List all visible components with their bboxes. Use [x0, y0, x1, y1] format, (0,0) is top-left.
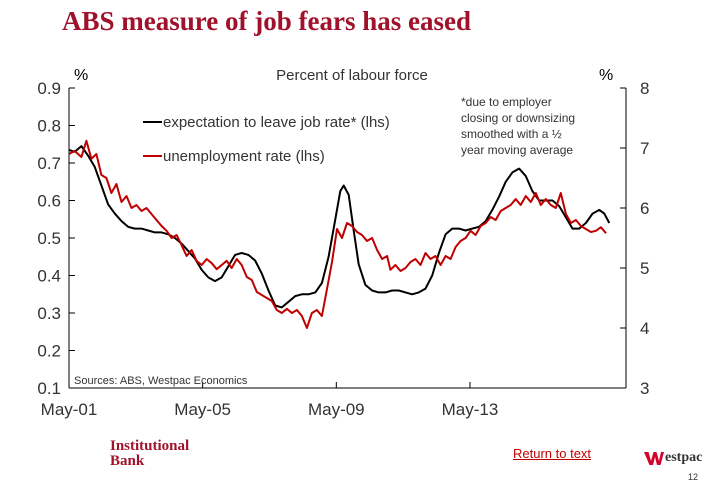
left-tick-label: 0.2 — [37, 342, 61, 361]
left-tick-label: 0.3 — [37, 304, 61, 323]
left-tick-label: 0.1 — [37, 379, 61, 398]
return-to-text-link[interactable]: Return to text — [513, 446, 592, 461]
right-tick-label: 3 — [640, 379, 649, 398]
left-tick-label: 0.8 — [37, 117, 61, 136]
source-note: Sources: ABS, Westpac Economics — [74, 375, 248, 387]
left-tick-label: 0.4 — [37, 267, 61, 286]
series-line-unemployment — [68, 139, 607, 329]
institutional-bank-logo: Institutional Bank — [110, 439, 189, 469]
legend-label-unemployment: unemployment rate (lhs) — [163, 148, 325, 165]
left-axis-label: % — [74, 67, 88, 84]
page-title: ABS measure of job fears has eased — [62, 6, 471, 36]
legend: expectation to leave job rate* (lhs) une… — [143, 114, 390, 165]
right-tick-label: 8 — [640, 79, 649, 98]
x-tick-label: May-01 — [41, 400, 98, 419]
footnote-line-3: smoothed with a ½ — [461, 127, 562, 141]
right-tick-label: 5 — [640, 259, 649, 278]
page-number: 12 — [688, 472, 699, 482]
x-tick-label: May-13 — [442, 400, 499, 419]
x-axis-ticks: May-01 May-05 May-09 May-13 — [41, 382, 499, 419]
legend-label-expectation: expectation to leave job rate* (lhs) — [163, 114, 390, 131]
footnote-line-1: *due to employer — [461, 95, 552, 109]
westpac-logo-text: estpac — [665, 450, 703, 465]
left-tick-label: 0.6 — [37, 192, 61, 211]
x-tick-label: May-05 — [174, 400, 231, 419]
right-tick-label: 7 — [640, 139, 649, 158]
right-tick-label: 4 — [640, 319, 649, 338]
footnote: *due to employer closing or downsizing s… — [461, 95, 575, 157]
westpac-logo: estpac — [644, 450, 702, 466]
brand-line-2: Bank — [110, 453, 145, 469]
left-tick-label: 0.7 — [37, 154, 61, 173]
right-tick-label: 6 — [640, 199, 649, 218]
footnote-line-4: year moving average — [461, 143, 573, 157]
x-tick-label: May-09 — [308, 400, 365, 419]
series-line-expectation — [68, 145, 611, 309]
brand-line-1: Institutional — [110, 438, 190, 454]
left-tick-label: 0.9 — [37, 79, 61, 98]
right-axis-label: % — [599, 67, 613, 84]
westpac-w-icon — [644, 451, 664, 465]
left-axis-ticks: 0.1 0.2 0.3 0.4 0.5 0.6 0.7 0.8 0.9 — [37, 79, 75, 398]
footnote-line-2: closing or downsizing — [461, 111, 575, 125]
chart-title: Percent of labour force — [276, 67, 428, 84]
left-tick-label: 0.5 — [37, 229, 61, 248]
right-axis-ticks: 3 4 5 6 7 8 — [620, 79, 649, 398]
